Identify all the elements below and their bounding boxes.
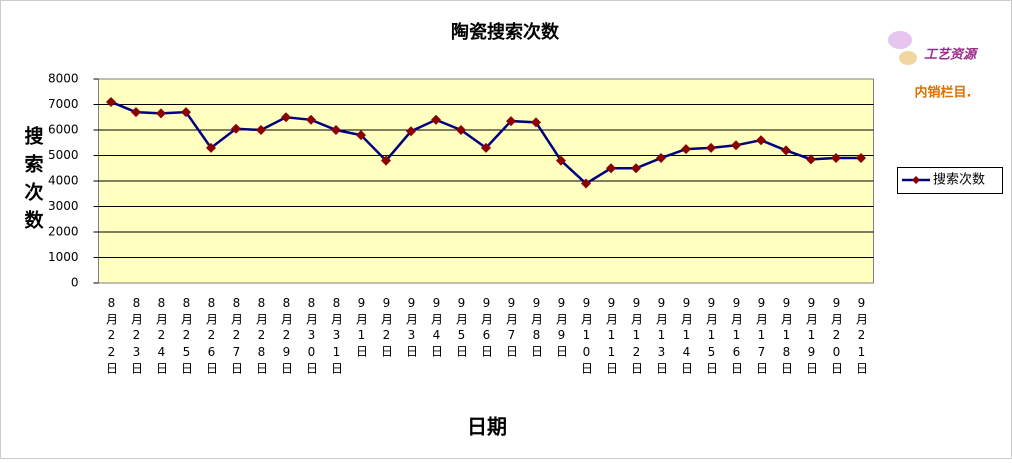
logo-caption: 内销栏目. bbox=[915, 85, 972, 101]
x-tick-label: 8月30日 bbox=[305, 296, 319, 377]
x-tick-label: 9月21日 bbox=[855, 296, 869, 377]
x-tick-label: 9月12日 bbox=[630, 296, 644, 377]
x-tick-label: 8月31日 bbox=[330, 296, 344, 377]
data-point bbox=[456, 125, 466, 135]
data-point bbox=[606, 163, 616, 174]
data-point bbox=[706, 142, 716, 153]
y-tick-label: 0 bbox=[71, 276, 79, 290]
logo-icon bbox=[888, 31, 912, 49]
x-tick-label: 8月22日 bbox=[105, 296, 119, 377]
y-tick-label: 5000 bbox=[48, 148, 79, 162]
y-tick-label: 2000 bbox=[48, 225, 79, 239]
data-point bbox=[631, 163, 641, 174]
data-point bbox=[331, 125, 341, 135]
data-point bbox=[206, 142, 216, 153]
data-point bbox=[781, 145, 791, 156]
x-tick-label: 9月9日 bbox=[555, 296, 569, 360]
data-point bbox=[756, 135, 766, 146]
data-point bbox=[581, 178, 591, 189]
x-tick-label: 9月14日 bbox=[680, 296, 694, 377]
x-tick-label: 9月8日 bbox=[530, 296, 544, 360]
x-tick-label: 9月18日 bbox=[780, 296, 794, 377]
x-tick-label: 9月19日 bbox=[805, 296, 819, 377]
x-tick-label: 8月24日 bbox=[155, 296, 169, 377]
data-point bbox=[106, 96, 116, 107]
x-tick-label: 9月6日 bbox=[480, 296, 494, 360]
y-tick-label: 7000 bbox=[48, 97, 79, 111]
data-point bbox=[356, 130, 366, 141]
x-tick-label: 8月26日 bbox=[205, 296, 219, 377]
logo: 工艺资源 内销栏目. bbox=[888, 31, 979, 101]
data-point bbox=[381, 155, 391, 166]
data-point bbox=[281, 112, 291, 123]
data-point bbox=[731, 140, 741, 151]
x-tick-label: 8月29日 bbox=[280, 296, 294, 377]
x-tick-label: 9月1日 bbox=[355, 296, 369, 360]
data-point bbox=[431, 114, 441, 125]
data-point bbox=[681, 144, 691, 155]
x-tick-label: 8月25日 bbox=[180, 296, 194, 377]
x-tick-label: 8月27日 bbox=[230, 296, 244, 377]
y-tick-label: 3000 bbox=[48, 199, 79, 213]
x-tick-label: 9月7日 bbox=[505, 296, 519, 360]
x-tick-label: 9月2日 bbox=[380, 296, 394, 360]
x-tick-label: 9月15日 bbox=[705, 296, 719, 377]
x-tick-label: 9月17日 bbox=[755, 296, 769, 377]
data-point bbox=[256, 125, 266, 135]
y-axis-title: 搜索次数 bbox=[22, 125, 44, 238]
x-tick-label: 9月11日 bbox=[605, 296, 619, 377]
x-tick-label: 8月28日 bbox=[255, 296, 269, 377]
data-point bbox=[506, 116, 516, 127]
data-point bbox=[856, 153, 866, 164]
data-point bbox=[131, 107, 141, 118]
logo-name: 工艺资源 bbox=[924, 47, 979, 63]
y-tick-label: 4000 bbox=[48, 174, 79, 188]
y-tick-label: 6000 bbox=[48, 123, 79, 137]
x-tick-label: 8月23日 bbox=[130, 296, 144, 377]
data-point bbox=[306, 114, 316, 125]
data-point bbox=[806, 154, 816, 165]
legend-label: 搜索次数 bbox=[933, 172, 985, 188]
data-point bbox=[181, 107, 191, 118]
y-tick-label: 1000 bbox=[48, 250, 79, 264]
x-axis-title: 日期 bbox=[467, 415, 507, 439]
x-tick-label: 9月20日 bbox=[830, 296, 844, 377]
data-point bbox=[531, 117, 541, 128]
y-tick-label: 8000 bbox=[48, 72, 79, 86]
data-point bbox=[831, 153, 841, 164]
data-point bbox=[231, 123, 241, 134]
x-tick-label: 9月4日 bbox=[430, 296, 444, 360]
x-tick-label: 9月16日 bbox=[730, 296, 744, 377]
x-tick-label: 9月13日 bbox=[655, 296, 669, 377]
logo-icon bbox=[899, 51, 917, 65]
x-tick-label: 9月5日 bbox=[455, 296, 469, 360]
data-point bbox=[156, 108, 166, 119]
data-point bbox=[406, 126, 416, 137]
legend-marker bbox=[912, 176, 920, 184]
x-tick-label: 9月3日 bbox=[405, 296, 419, 360]
data-point bbox=[556, 155, 566, 166]
chart-title: 陶瓷搜索次数 bbox=[451, 21, 560, 43]
data-point bbox=[656, 153, 666, 164]
x-tick-label: 9月10日 bbox=[580, 296, 594, 377]
data-point bbox=[481, 142, 491, 153]
